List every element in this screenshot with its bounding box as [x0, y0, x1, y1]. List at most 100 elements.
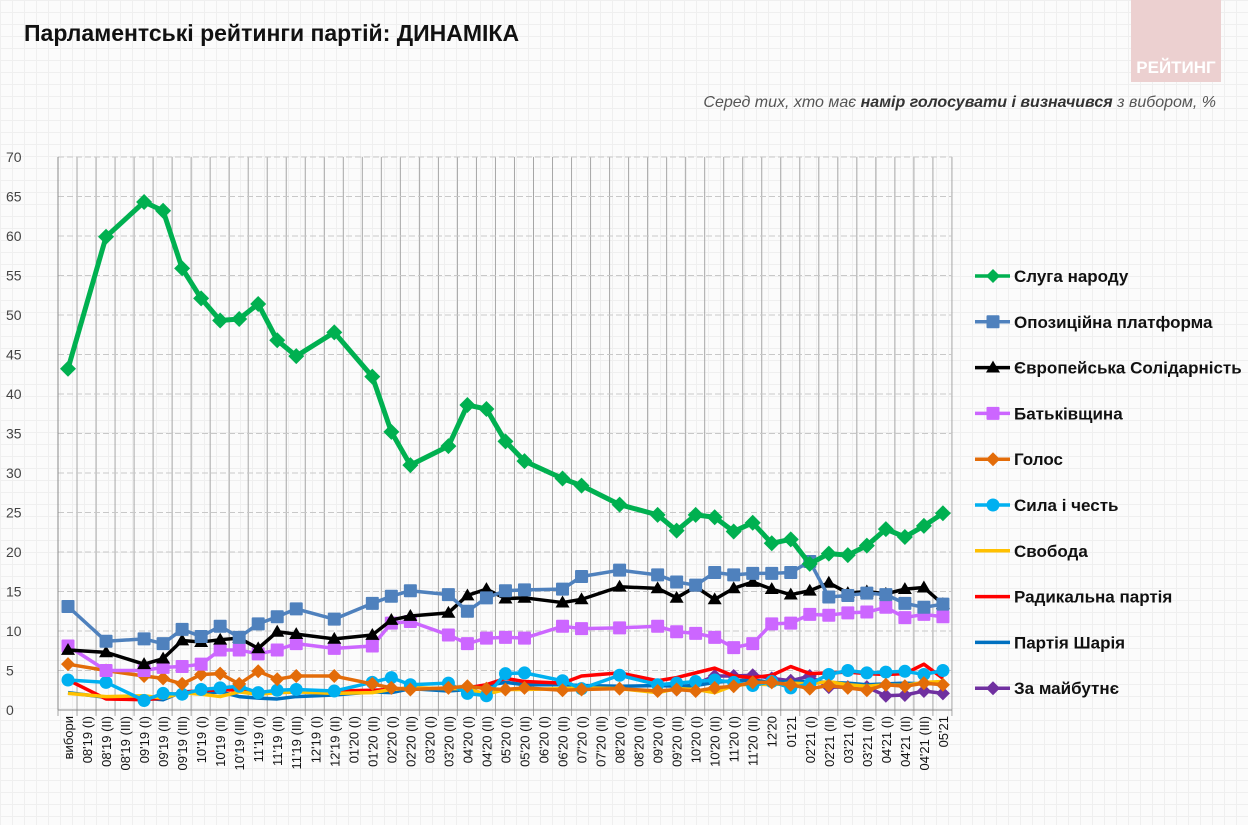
x-tick-label: 09'19 (I) [137, 716, 152, 763]
chart-title: Парламентські рейтинги партій: ДИНАМІКА [24, 20, 520, 46]
circle-marker [936, 664, 950, 677]
triangle-marker [764, 582, 779, 595]
circle-marker [175, 687, 189, 701]
triangle-marker [384, 612, 399, 625]
square-marker [860, 605, 874, 619]
x-tick-label: 07'20 (II) [594, 716, 609, 767]
diamond-marker [858, 537, 875, 554]
x-tick-label: 08'19 (III) [118, 716, 133, 771]
y-tick-label: 70 [6, 149, 22, 165]
triangle-marker [574, 592, 589, 605]
diamond-marker [649, 506, 666, 523]
diamond-marker [231, 310, 248, 327]
square-marker [986, 406, 1000, 420]
diamond-marker [441, 680, 456, 695]
x-tick-label: 10'20 (II) [708, 716, 723, 767]
diamond-marker [98, 228, 115, 245]
diamond-marker [725, 523, 742, 540]
square-marker [689, 626, 703, 640]
square-marker [384, 589, 398, 603]
grid [57, 156, 953, 716]
y-tick-label: 0 [6, 702, 14, 718]
diamond-marker [935, 686, 950, 701]
x-tick-label: 02'21 (I) [803, 716, 818, 763]
diamond-marker [916, 684, 931, 699]
y-tick-label: 55 [6, 268, 22, 284]
diamond-marker [327, 669, 342, 684]
diamond-marker [821, 678, 836, 693]
diamond-marker [175, 676, 190, 691]
diamond-marker [897, 687, 912, 702]
circle-marker [498, 667, 512, 681]
triangle-marker [612, 579, 627, 592]
square-marker [270, 643, 284, 657]
rating-logo: РЕЙТИНГ [1131, 0, 1221, 82]
triangle-marker [897, 582, 912, 595]
circle-marker [61, 673, 75, 687]
square-marker [327, 641, 341, 655]
y-tick-label: 45 [6, 347, 22, 363]
diamond-marker [820, 545, 837, 562]
diamond-marker [232, 676, 247, 691]
subtitle-post: з вибором, % [1112, 94, 1216, 111]
triangle-marker [61, 642, 75, 655]
triangle-marker [783, 587, 798, 600]
square-marker [803, 607, 817, 621]
square-marker [270, 610, 284, 624]
triangle-marker [821, 575, 836, 588]
square-marker [232, 643, 246, 657]
circle-marker [479, 689, 493, 703]
circle-marker [194, 682, 208, 696]
x-tick-label: 10'20 (I) [689, 716, 704, 763]
diamond-marker [288, 348, 305, 365]
y-tick-label: 60 [6, 228, 22, 244]
square-marker [879, 600, 893, 614]
square-marker [289, 637, 303, 651]
legend-item: Голос [975, 450, 1063, 469]
square-marker [327, 612, 341, 626]
y-tick-label: 25 [6, 505, 22, 521]
triangle-marker [99, 645, 114, 658]
x-tick-label: 05'21 [936, 716, 951, 747]
square-marker [251, 617, 265, 631]
legend-item: Свобода [975, 542, 1088, 561]
diamond-marker [783, 677, 798, 692]
square-marker [708, 630, 722, 644]
circle-marker [822, 667, 836, 681]
square-marker [137, 632, 151, 646]
diamond-marker [668, 522, 685, 539]
diamond-marker [986, 269, 1000, 283]
square-marker [194, 657, 208, 671]
square-marker [517, 583, 531, 597]
x-tick-label: 11'19 (I) [251, 716, 266, 762]
y-tick-label: 20 [6, 544, 22, 560]
diamond-marker [326, 324, 343, 341]
square-marker [613, 563, 627, 577]
diamond-marker [878, 688, 893, 703]
square-marker [498, 630, 512, 644]
diamond-marker [365, 676, 380, 691]
diamond-marker [744, 514, 761, 531]
square-marker [156, 660, 170, 674]
x-tick-label: 04'20 (II) [479, 716, 494, 767]
triangle-marker [707, 592, 722, 605]
square-marker [917, 600, 931, 614]
square-marker [936, 597, 950, 611]
square-marker [898, 596, 912, 610]
x-tick-label: 12'20 [765, 716, 780, 747]
logo-text: РЕЙТИНГ [1136, 58, 1216, 77]
x-tick-label: 09'20 (II) [670, 716, 685, 767]
y-tick-label: 30 [6, 465, 22, 481]
square-marker [986, 315, 1000, 329]
square-marker [670, 575, 684, 589]
square-marker [213, 643, 227, 657]
square-marker [460, 604, 474, 618]
series-Батьківщина [61, 600, 950, 677]
x-tick-label: 09'20 (I) [651, 716, 666, 763]
x-tick-label: 04'21 (II) [898, 716, 913, 767]
diamond-marker [859, 683, 874, 698]
triangle-marker [650, 581, 665, 594]
legend-item: Сила і честь [975, 496, 1118, 515]
y-tick-label: 35 [6, 426, 22, 442]
x-tick-label: 10'19 (II) [213, 716, 228, 767]
